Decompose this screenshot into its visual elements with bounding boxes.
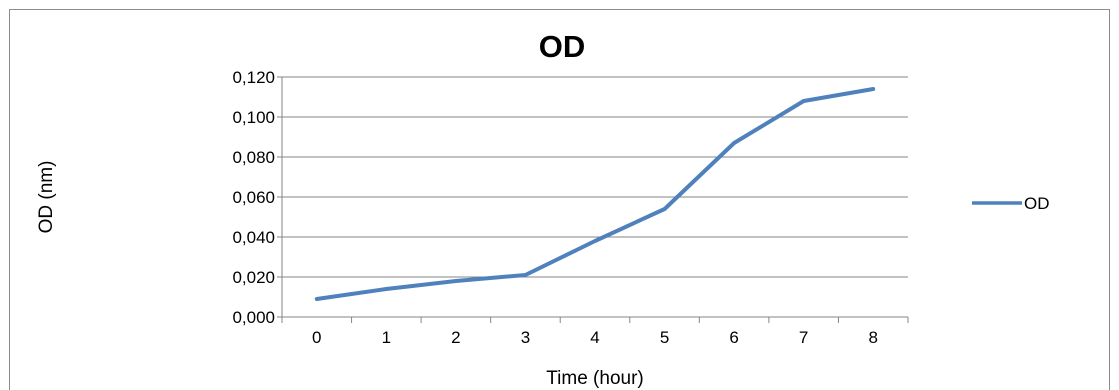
y-tick-label: 0,000 bbox=[232, 308, 275, 327]
x-tick-label: 5 bbox=[660, 328, 669, 347]
y-tick-label: 0,060 bbox=[232, 188, 275, 207]
y-tick-label: 0,020 bbox=[232, 268, 275, 287]
y-tick-label: 0,040 bbox=[232, 228, 275, 247]
x-tick-label: 7 bbox=[799, 328, 808, 347]
axes bbox=[277, 76, 909, 323]
x-tick-label: 3 bbox=[521, 328, 530, 347]
x-tick-label: 2 bbox=[451, 328, 460, 347]
chart-title: OD bbox=[539, 29, 586, 64]
legend-label-od: OD bbox=[1024, 194, 1050, 213]
y-tick-label: 0,080 bbox=[232, 148, 275, 167]
y-tick-label: 0,120 bbox=[232, 68, 275, 87]
x-tick-label: 1 bbox=[382, 328, 391, 347]
y-axis-title: OD (nm) bbox=[36, 161, 57, 234]
x-tick-labels: 0 1 2 3 4 5 6 7 8 bbox=[312, 328, 878, 347]
chart-frame bbox=[9, 9, 1110, 390]
x-tick-label: 8 bbox=[868, 328, 877, 347]
x-tick-label: 4 bbox=[590, 328, 599, 347]
y-tick-labels: 0,000 0,020 0,040 0,060 0,080 0,100 0,120 bbox=[232, 68, 275, 327]
x-axis-title: Time (hour) bbox=[546, 368, 643, 389]
x-tick-label: 6 bbox=[729, 328, 738, 347]
series-layer bbox=[314, 87, 876, 301]
series-line-od bbox=[314, 87, 876, 301]
legend: OD bbox=[972, 194, 1050, 213]
y-tick-label: 0,100 bbox=[232, 108, 275, 127]
gridlines bbox=[282, 76, 908, 278]
x-tick-label: 0 bbox=[312, 328, 321, 347]
